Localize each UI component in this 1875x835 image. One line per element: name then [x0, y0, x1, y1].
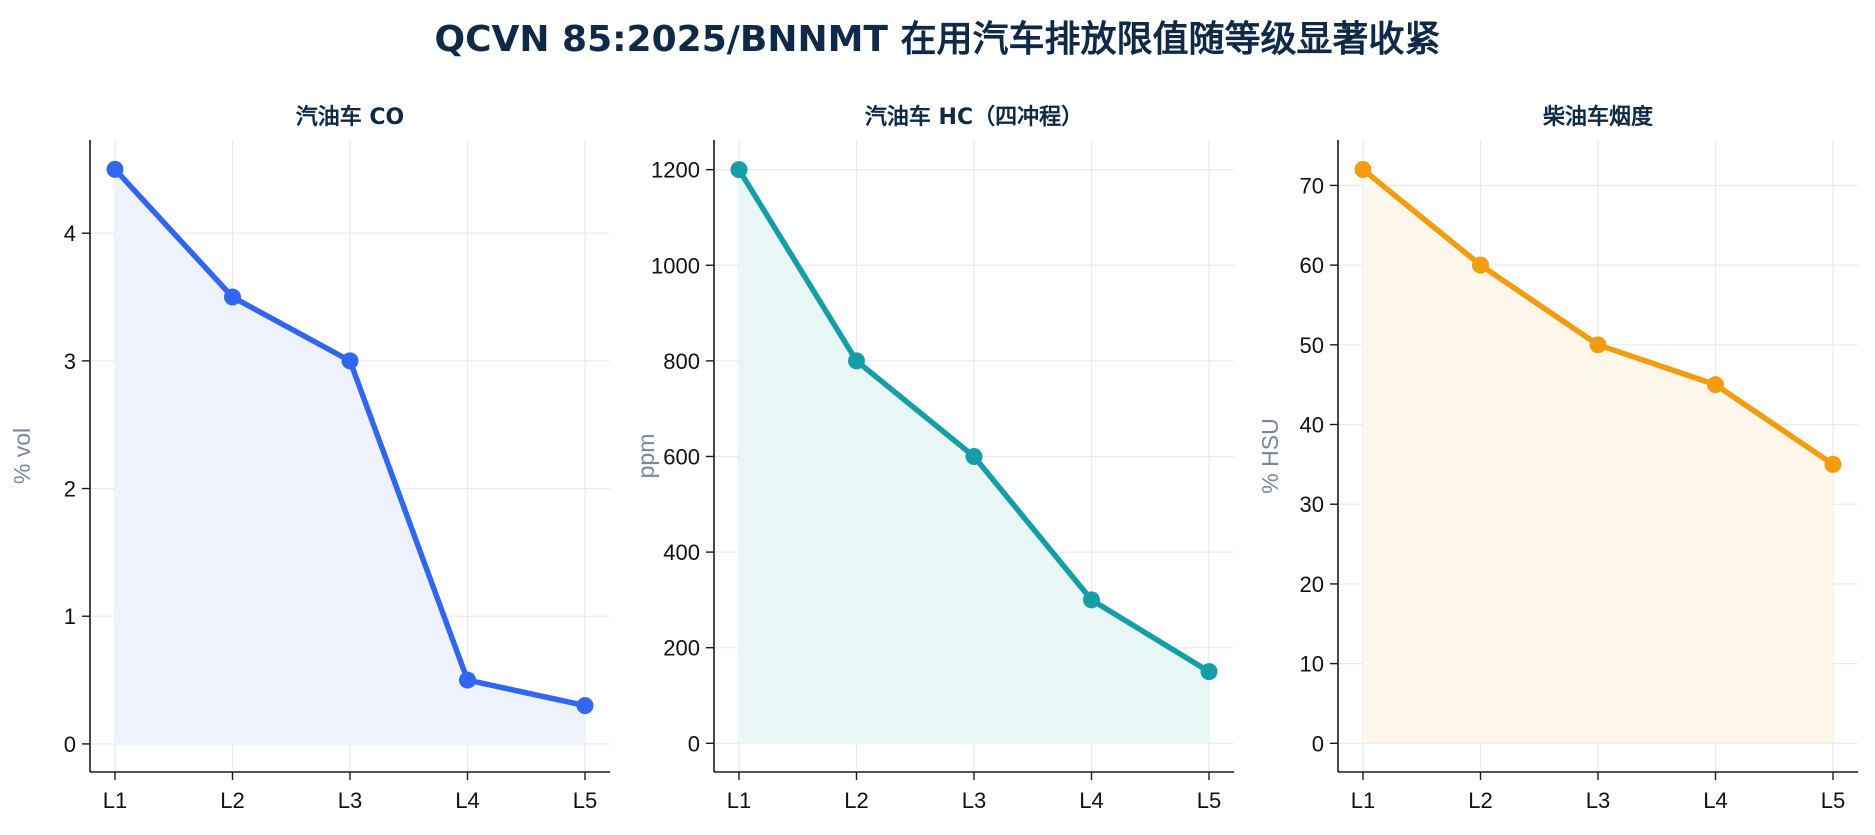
y-tick-label: 70: [1300, 173, 1324, 198]
x-tick-label: L3: [1586, 788, 1610, 813]
data-point: [106, 160, 124, 178]
x-tick-label: L3: [338, 788, 362, 813]
y-tick-label: 30: [1300, 492, 1324, 517]
y-tick-label: 0: [64, 732, 76, 757]
area-fill: [1363, 169, 1833, 744]
chart-panel-title: 汽油车 CO: [296, 104, 405, 130]
x-tick-label: L5: [1821, 788, 1845, 813]
y-tick-label: 600: [663, 444, 700, 469]
chart-panel-1: 0 1 2 3 4 L1 L2 L3 L4 L5 汽油车 CO % vol: [9, 104, 610, 813]
x-tick-label: L5: [1197, 788, 1221, 813]
data-point: [459, 671, 476, 689]
y-tick-label: 800: [663, 349, 700, 374]
x-tick-label: L2: [1468, 788, 1492, 813]
y-tick-label: 40: [1300, 413, 1324, 438]
x-tick-label: L2: [844, 788, 868, 813]
y-axis-label: % HSU: [1257, 418, 1283, 493]
y-axis-label: ppm: [633, 434, 659, 479]
x-tick-label: L5: [573, 788, 597, 813]
data-point: [730, 161, 748, 179]
data-point: [1589, 336, 1607, 354]
area-fill: [115, 169, 585, 744]
x-tick-label: L1: [1351, 788, 1375, 813]
x-tick-label: L4: [1703, 788, 1727, 813]
y-tick-label: 400: [663, 540, 700, 565]
y-tick-label: 4: [64, 221, 76, 246]
area-fill: [739, 169, 1209, 744]
data-point: [1707, 376, 1724, 394]
chart-panel-2: 0 200 400 600 800 1000 1200 L1 L2 L3 L4 L5 汽油车 HC（四冲…: [633, 104, 1234, 813]
y-tick-label: 10: [1300, 652, 1324, 677]
y-tick-label: 50: [1300, 333, 1324, 358]
x-tick-label: L2: [220, 788, 244, 813]
data-point: [848, 352, 865, 370]
chart-panel-title: 汽油车 HC（四冲程）: [865, 104, 1083, 130]
data-point: [1083, 591, 1100, 609]
y-tick-label: 1: [64, 604, 76, 629]
x-tick-label: L3: [962, 788, 986, 813]
data-point: [965, 447, 983, 465]
y-tick-label: 0: [1312, 731, 1324, 756]
figure-title: QCVN 85:2025/BNNMT 在用汽车排放限值随等级显著收紧: [434, 19, 1441, 60]
data-point: [224, 288, 241, 306]
x-tick-label: L1: [103, 788, 127, 813]
data-point: [576, 697, 594, 715]
data-point: [1200, 663, 1218, 681]
y-tick-label: 3: [64, 349, 76, 374]
data-point: [341, 352, 359, 370]
x-tick-label: L4: [1079, 788, 1103, 813]
y-tick-label: 2: [64, 477, 76, 502]
y-tick-label: 60: [1300, 253, 1324, 278]
x-tick-label: L4: [455, 788, 479, 813]
x-tick-label: L1: [727, 788, 751, 813]
y-tick-label: 20: [1300, 572, 1324, 597]
chart-panel-title: 柴油车烟度: [1542, 104, 1654, 130]
y-axis-label: % vol: [9, 428, 35, 484]
y-tick-label: 200: [663, 636, 700, 661]
y-tick-label: 0: [688, 731, 700, 756]
data-point: [1824, 455, 1842, 473]
data-point: [1354, 160, 1372, 178]
chart-panel-3: 0 10 20 30 40 50 60 70 L1 L2 L3 L4 L5 柴油车烟度 % HSU: [1257, 104, 1858, 813]
y-tick-label: 1000: [651, 253, 700, 278]
y-tick-label: 1200: [651, 158, 700, 183]
data-point: [1472, 256, 1489, 274]
